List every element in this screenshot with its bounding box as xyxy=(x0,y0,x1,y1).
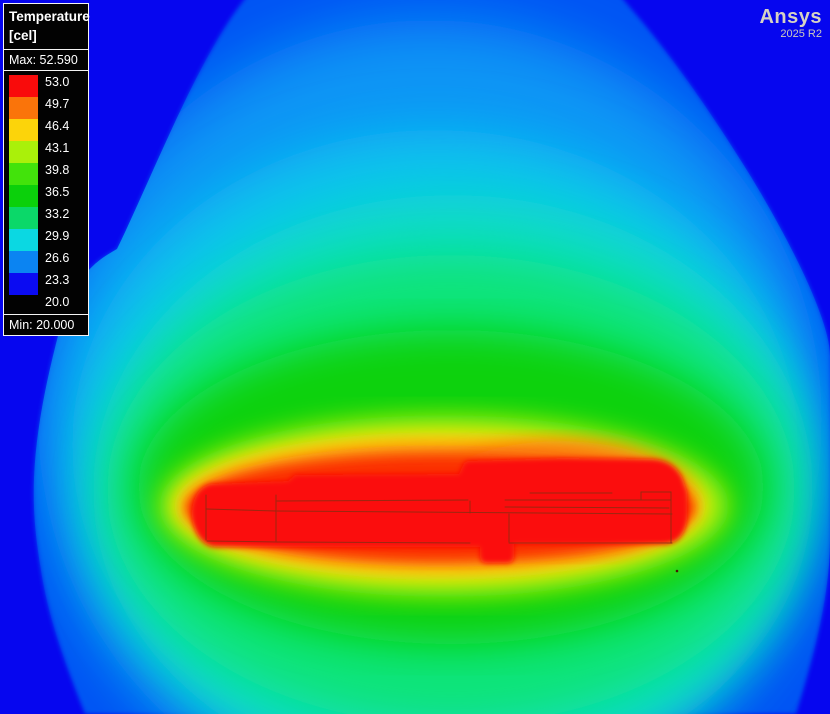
legend-swatch-column xyxy=(9,75,38,302)
legend-band-swatch xyxy=(9,251,38,273)
legend-max-value: Max: 52.590 xyxy=(4,50,88,71)
legend-tick-label: 20.0 xyxy=(45,295,70,309)
legend-tick-column: 53.0 49.7 46.4 43.1 39.8 36.5 33.2 29.9 26.6 23.3… xyxy=(45,75,88,309)
legend-band-swatch xyxy=(9,273,38,295)
geometry-wireframe xyxy=(205,491,673,544)
legend-band-swatch xyxy=(9,207,38,229)
legend-title: Temperature [cel] xyxy=(4,4,90,50)
legend-tick-label: 53.0 xyxy=(45,75,70,89)
legend-min-value: Min: 20.000 xyxy=(9,318,75,332)
legend-tick-label: 33.2 xyxy=(45,207,70,221)
legend-tick-label: 29.9 xyxy=(45,229,70,243)
legend-band-swatch xyxy=(9,185,38,207)
legend-tick-label: 36.5 xyxy=(45,185,70,199)
render-artifact-dot xyxy=(675,569,679,573)
legend-band-swatch xyxy=(9,75,38,97)
legend-tick-label: 26.6 xyxy=(45,251,70,265)
legend-title-quantity: Temperature xyxy=(9,9,90,24)
legend-tick-label: 46.4 xyxy=(45,119,70,133)
legend-tick-label: 49.7 xyxy=(45,97,70,111)
legend-tick-label: 23.3 xyxy=(45,273,70,287)
legend-band-swatch xyxy=(9,119,38,141)
contour-band-stack xyxy=(38,20,822,714)
legend-band-swatch xyxy=(9,141,38,163)
legend-color-scale: 53.0 49.7 46.4 43.1 39.8 36.5 33.2 29.9 26.6 23.3… xyxy=(4,71,88,315)
legend-band-swatch xyxy=(9,97,38,119)
legend-tick-label: 39.8 xyxy=(45,163,70,177)
legend-band-swatch xyxy=(9,163,38,185)
hot-core-silhouette xyxy=(192,458,687,563)
legend-panel: Temperature [cel] Max: 52.590 53.0 49.7 46… xyxy=(3,3,90,336)
legend-band-swatch xyxy=(9,229,38,251)
legend-tick-label: 43.1 xyxy=(45,141,70,155)
legend-title-units: [cel] xyxy=(9,28,37,43)
